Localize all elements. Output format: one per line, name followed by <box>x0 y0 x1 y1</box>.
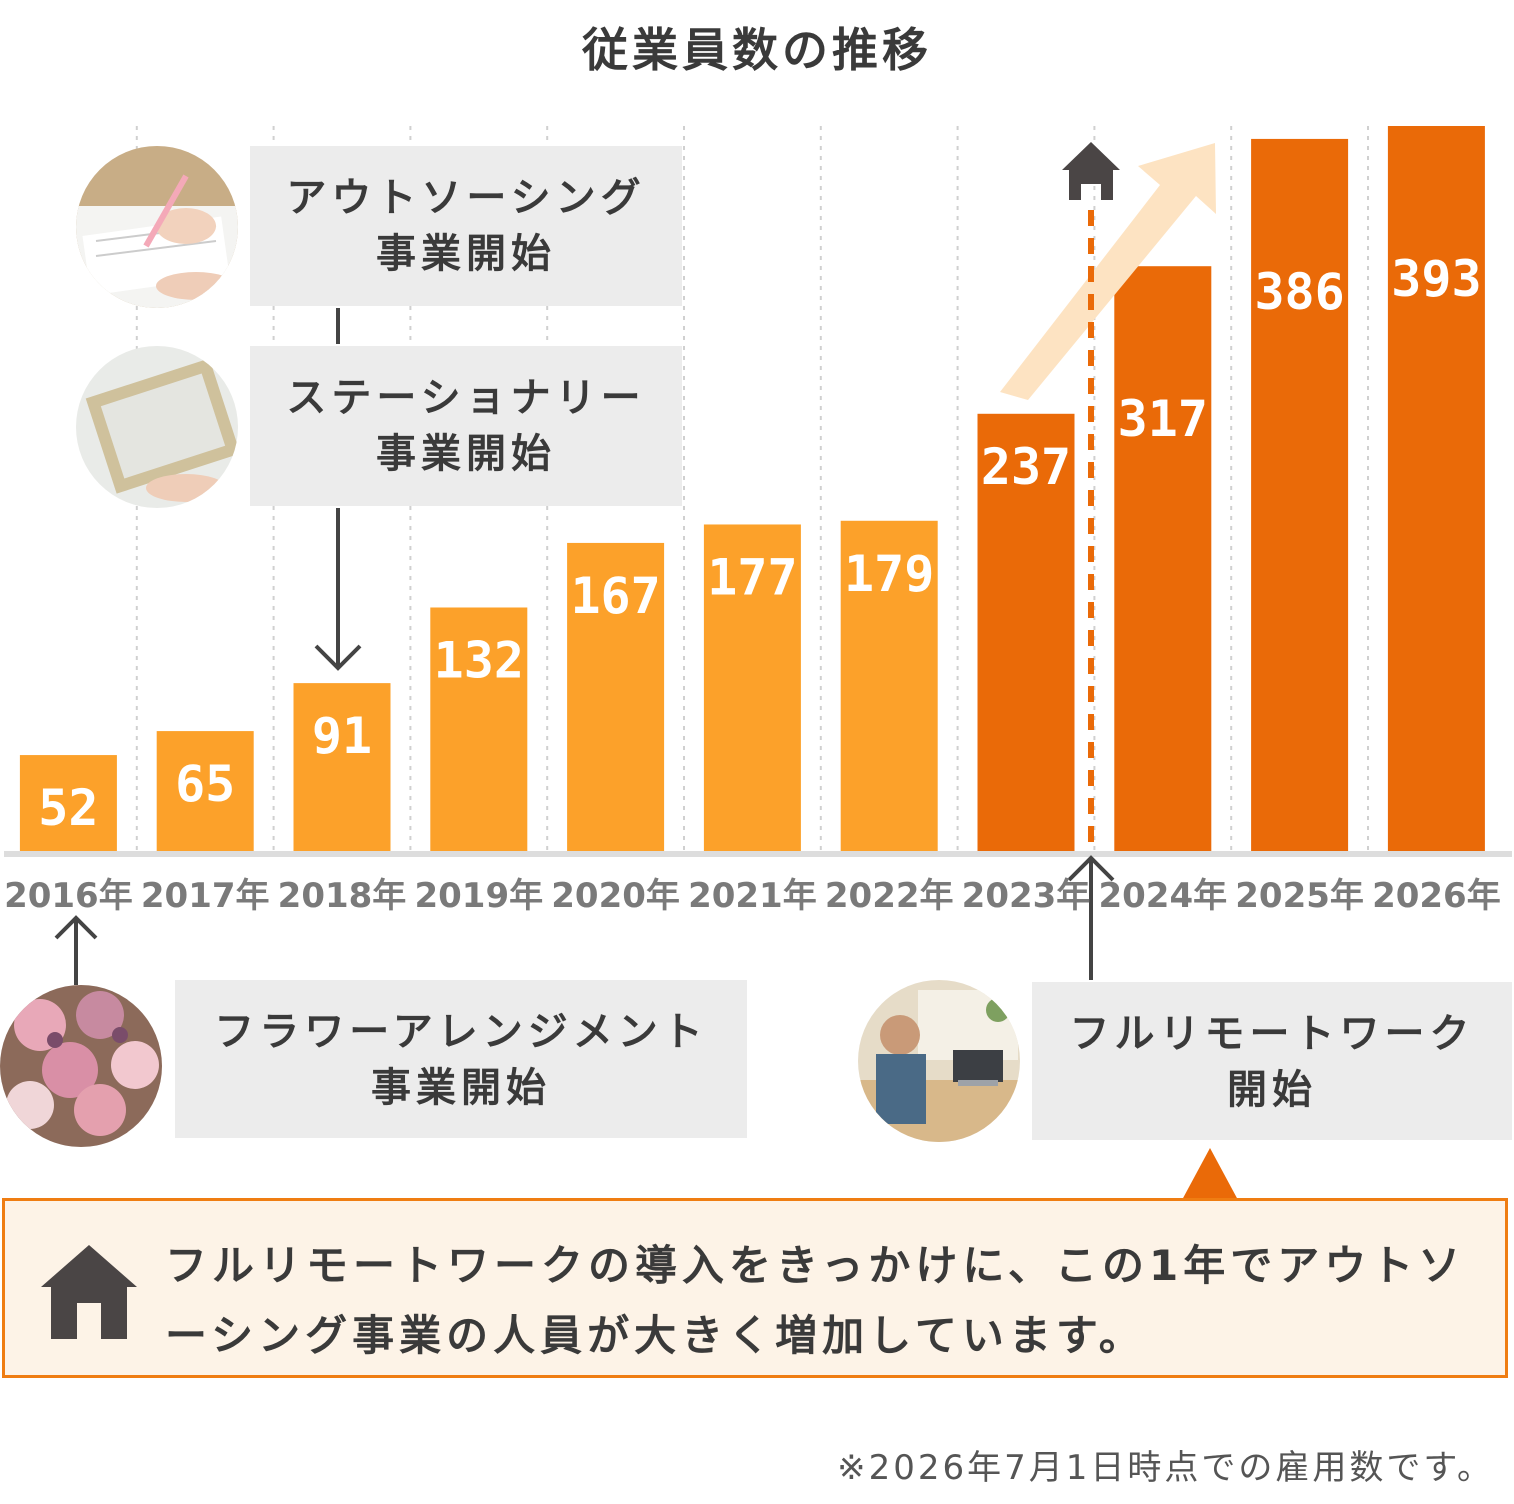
box-line: 事業開始 <box>371 1065 551 1111</box>
stationery-start-box: ステーショナリー 事業開始 <box>250 346 682 506</box>
bar-value-label: 52 <box>38 779 98 837</box>
category-label: 2025年 <box>1235 876 1364 916</box>
footnote: ※2026年7月1日時点での雇用数です。 <box>837 1448 1494 1488</box>
category-label: 2021年 <box>688 876 817 916</box>
box-line: 事業開始 <box>376 231 556 277</box>
arrow-head <box>54 915 98 940</box>
bar <box>840 520 938 851</box>
category-label: 2022年 <box>825 876 954 916</box>
category-label: 2023年 <box>962 876 1091 916</box>
employee-bar-chart: 52 2016年 65 2017年 91 2018年 132 2019年 167 2020年 177… <box>4 126 1512 985</box>
bar-value-label: 167 <box>570 567 660 625</box>
bar-value-label: 132 <box>434 631 524 689</box>
bar-value-label: 237 <box>981 438 1071 496</box>
arrow-head <box>1067 855 1115 882</box>
category-label: 2024年 <box>1098 876 1227 916</box>
flowers-photo <box>0 985 162 1147</box>
bar <box>567 542 665 851</box>
category-label: 2018年 <box>278 876 407 916</box>
bars <box>19 126 1485 852</box>
arrow-head <box>314 644 362 671</box>
bar <box>1251 138 1349 852</box>
trend-arrow-shape <box>1000 143 1216 400</box>
full-remote-start-box: フルリモートワーク 開始 <box>1032 982 1512 1140</box>
bar-value-label: 91 <box>312 707 372 765</box>
bar-value-label: 386 <box>1254 263 1344 321</box>
house-icon <box>41 1245 137 1339</box>
labels: 52 2016年 65 2017年 91 2018年 132 2019年 167 2020年 177… <box>4 250 1501 916</box>
bar <box>703 524 801 851</box>
category-label: 2019年 <box>414 876 543 916</box>
category-label: 2016年 <box>4 876 133 916</box>
note-box: フルリモートワークの導入をきっかけに、この1年でアウトソーシング事業の人員が大き… <box>2 1198 1508 1378</box>
bar <box>430 607 528 851</box>
box-line: 開始 <box>1227 1067 1317 1113</box>
box-line: 事業開始 <box>376 431 556 477</box>
bar <box>1387 126 1485 851</box>
bar <box>977 413 1075 851</box>
bar <box>156 731 254 851</box>
writing-document-photo <box>76 146 238 308</box>
chart-title: 従業員数の推移 <box>582 23 932 77</box>
house-icon <box>1062 142 1120 200</box>
bar <box>19 755 117 851</box>
bar <box>293 683 391 851</box>
frame-canvas-photo <box>76 346 238 508</box>
category-label: 2026年 <box>1372 876 1501 916</box>
bar-value-label: 65 <box>175 755 235 813</box>
box-line: フラワーアレンジメント <box>214 1009 708 1055</box>
note-text: フルリモートワークの導入をきっかけに、この1年でアウトソーシング事業の人員が大き… <box>165 1241 1466 1360</box>
box-line: アウトソーシング <box>286 175 646 221</box>
bar-value-label: 393 <box>1391 250 1481 308</box>
bar-value-label: 179 <box>844 545 934 603</box>
bar-value-label: 317 <box>1118 390 1208 448</box>
category-label: 2017年 <box>141 876 270 916</box>
connector-arrows <box>54 142 1120 985</box>
box-line: ステーショナリー <box>286 375 646 421</box>
category-label: 2020年 <box>551 876 680 916</box>
bar-value-label: 177 <box>707 548 797 606</box>
x-axis-line <box>4 851 1512 857</box>
trend-arrow <box>1000 143 1216 400</box>
outsourcing-start-box: アウトソーシング 事業開始 <box>250 146 682 306</box>
remote-work-photo <box>858 980 1020 1142</box>
callout-pointer <box>1182 1148 1238 1200</box>
box-line: フルリモートワーク <box>1069 1011 1475 1057</box>
bar <box>1114 266 1212 851</box>
flower-arrangement-start-box: フラワーアレンジメント 事業開始 <box>175 980 747 1138</box>
